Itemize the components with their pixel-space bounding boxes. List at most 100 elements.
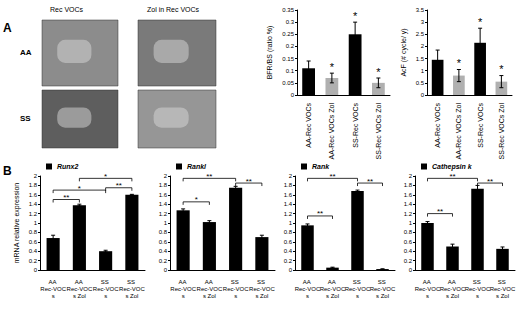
svg-text:*: * [353,10,358,22]
svg-text:B: B [3,164,12,178]
svg-text:0.8: 0.8 [29,229,38,235]
svg-text:2: 2 [164,173,168,179]
svg-text:AA: AA [448,279,457,285]
svg-text:s: s [476,293,479,299]
svg-text:SS: SS [473,279,483,285]
svg-text:0.8: 0.8 [159,229,168,235]
svg-text:0.4: 0.4 [284,248,293,254]
svg-text:0: 0 [164,267,168,273]
svg-text:0.6: 0.6 [404,239,413,245]
svg-text:1: 1 [164,220,168,226]
svg-text:Cathepsin k: Cathepsin k [432,163,473,171]
svg-text:Rec-VOC: Rec-VOC [249,286,275,292]
svg-text:1.6: 1.6 [284,192,293,198]
svg-text:s: s [104,293,107,299]
svg-text:SS: SS [378,279,388,285]
svg-text:0.6: 0.6 [159,239,168,245]
svg-text:AA: AA [328,279,337,285]
svg-text:s Zol: s Zol [255,293,268,299]
svg-text:0.2: 0.2 [284,258,293,264]
svg-text:SS-Rec VOCs: SS-Rec VOCs [352,103,359,148]
svg-text:Runx2: Runx2 [57,163,79,170]
svg-text:Rec-VOC: Rec-VOC [370,286,396,292]
svg-text:s: s [356,293,359,299]
svg-text:1.4: 1.4 [159,201,168,207]
svg-text:*: * [478,16,483,28]
svg-text:1.6: 1.6 [159,192,168,198]
svg-text:Rec-VOC: Rec-VOC [490,286,516,292]
svg-text:2.5: 2.5 [416,31,425,37]
svg-text:*: * [104,172,107,181]
svg-text:0.1: 0.1 [286,68,295,74]
svg-text:**: ** [449,172,455,181]
svg-text:Rec-VOC: Rec-VOC [295,286,321,292]
svg-text:0: 0 [34,267,38,273]
svg-text:mRNA relative expression: mRNA relative expression [13,183,21,264]
svg-text:1.8: 1.8 [159,182,168,188]
svg-text:A: A [3,21,12,35]
svg-text:Rankl: Rankl [187,163,207,170]
svg-text:Rec-VOC: Rec-VOC [415,286,441,292]
svg-text:**: ** [116,181,122,190]
svg-text:**: ** [437,207,443,216]
svg-text:0: 0 [409,267,413,273]
svg-text:SS: SS [353,279,363,285]
svg-text:*: * [195,195,198,204]
svg-text:AA-Rec VOCs Zol: AA-Rec VOCs Zol [455,103,462,160]
svg-text:AA: AA [178,279,187,285]
svg-text:0.6: 0.6 [284,239,293,245]
svg-text:*: * [457,57,462,69]
svg-text:SS: SS [20,114,31,123]
svg-text:Rec-VOC: Rec-VOC [465,286,491,292]
svg-text:s: s [52,293,55,299]
svg-text:Rec-VOC: Rec-VOC [197,286,223,292]
svg-text:**: ** [206,172,212,181]
svg-text:AA: AA [423,279,432,285]
svg-text:Rank: Rank [312,163,330,170]
svg-text:1: 1 [34,220,38,226]
svg-text:s: s [306,293,309,299]
svg-text:0.25: 0.25 [282,31,294,37]
svg-text:s Zol: s Zol [496,293,509,299]
svg-text:0: 0 [289,267,293,273]
svg-text:BFR/BS (ratio %): BFR/BS (ratio %) [266,26,274,80]
svg-text:Rec-VOC: Rec-VOC [320,286,346,292]
svg-text:1: 1 [289,220,293,226]
svg-text:0.2: 0.2 [404,258,413,264]
svg-text:AA: AA [20,48,32,57]
svg-text:2: 2 [409,173,413,179]
svg-text:Rec-VOC: Rec-VOC [67,286,93,292]
svg-text:1.2: 1.2 [284,211,293,217]
svg-text:Rec-VOC: Rec-VOC [345,286,371,292]
svg-text:0: 0 [291,92,295,98]
svg-text:0.5: 0.5 [416,80,425,86]
svg-text:0.15: 0.15 [282,56,294,62]
svg-text:**: ** [317,209,323,218]
svg-text:AA: AA [75,279,84,285]
svg-text:3.5: 3.5 [416,7,425,13]
svg-text:SS: SS [257,279,267,285]
svg-text:0.2: 0.2 [286,43,295,49]
svg-text:Rec-VOC: Rec-VOC [170,286,196,292]
svg-text:1: 1 [421,68,425,74]
svg-text:s Zol: s Zol [73,293,86,299]
svg-text:1.6: 1.6 [29,192,38,198]
svg-text:Rec-VOC: Rec-VOC [93,286,119,292]
svg-text:2: 2 [421,43,425,49]
svg-text:**: ** [487,177,493,186]
svg-text:SS-Rec VOCs: SS-Rec VOCs [477,103,484,148]
svg-text:AA: AA [303,279,312,285]
svg-text:3: 3 [421,19,425,25]
svg-text:0.2: 0.2 [159,258,168,264]
svg-text:*: * [499,63,504,75]
svg-text:0.4: 0.4 [29,248,38,254]
svg-text:1.4: 1.4 [404,201,413,207]
svg-text:0.3: 0.3 [286,19,295,25]
svg-text:1.4: 1.4 [284,201,293,207]
svg-text:*: * [78,184,81,193]
svg-text:AA-Rec VOCs Zol: AA-Rec VOCs Zol [328,103,335,160]
svg-text:Rec-VOC: Rec-VOC [223,286,249,292]
svg-text:s Zol: s Zol [326,293,339,299]
svg-text:1.4: 1.4 [29,201,38,207]
svg-text:1.5: 1.5 [416,56,425,62]
